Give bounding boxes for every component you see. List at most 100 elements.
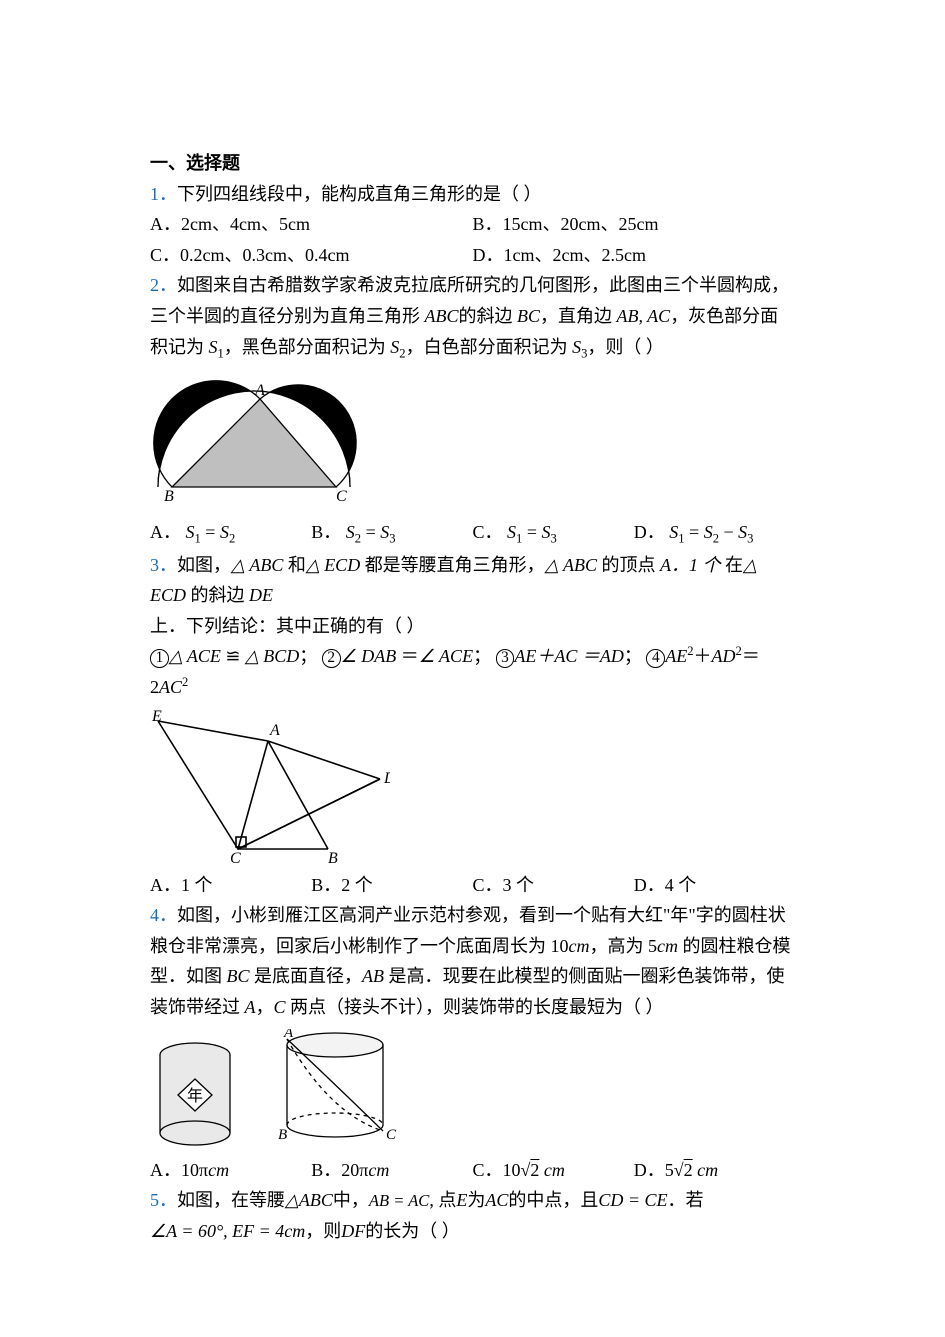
q2-text: ，则（ ） [587, 337, 664, 357]
sep: ； [624, 646, 642, 666]
opt-math: S [380, 522, 389, 542]
opt-label: B．20π [311, 1160, 368, 1180]
opt-math: = [689, 522, 704, 542]
q5-text: , 点 [429, 1190, 456, 1210]
q1-option-a: A．2cm、4cm、5cm [150, 209, 473, 240]
q4-figure: 年 A B C [150, 1029, 795, 1149]
q5-text: ，则 [305, 1221, 341, 1241]
question-5: 5．如图，在等腰△ABC中，AB = AC, 点E为AC的中点，且CD = CE… [150, 1185, 795, 1246]
q3-abc: ABC [249, 555, 283, 575]
sep: ； [299, 646, 317, 666]
q3-number: 3． [150, 555, 177, 575]
unit: cm [697, 1160, 718, 1180]
question-2: 2．如图来自古希腊数学家希波克拉底所研究的几何图形，此图由三个半圆构成，三个半圆… [150, 270, 795, 549]
lbl-b: B [278, 1127, 287, 1143]
opt-label: B． [473, 214, 503, 234]
q2-s1: S [209, 337, 218, 357]
opt-value: 15cm、20cm、25cm [503, 214, 659, 234]
opt-label: C． [473, 522, 503, 542]
q5-text: 如图，在等腰 [177, 1190, 285, 1210]
fig-label-b: B [164, 488, 174, 505]
stmt: ∠ DAB [341, 646, 397, 666]
section-title: 一、选择题 [150, 148, 795, 179]
q3-option-c: C．3 个 [473, 870, 634, 901]
unit: cm [569, 936, 590, 956]
opt-math: S [669, 522, 678, 542]
lbl-a: A [283, 1029, 294, 1041]
opt-math: = [205, 522, 220, 542]
stmt: ≌ [221, 646, 245, 666]
opt-label: A． [150, 214, 181, 234]
q3-abc: ABC [563, 555, 597, 575]
q5-e: E [456, 1190, 467, 1210]
q3-text: 都是等腰直角三角形， [360, 555, 545, 575]
q4-ab: AB [362, 966, 384, 986]
unit: cm [368, 1160, 389, 1180]
opt-math: 3 [550, 531, 556, 545]
q3-statements: 1△ ACE ≌ △ BCD； 2∠ DAB ＝∠ ACE； 3AE＋AC ＝A… [150, 641, 795, 702]
q3-text: 的顶点 [597, 555, 660, 575]
question-3: 3．如图，△ ABC 和△ ECD 都是等腰直角三角形，△ ABC 的顶点 A．… [150, 550, 795, 901]
circled-1: 1 [150, 649, 169, 668]
q2-s3: S [572, 337, 581, 357]
opt-label: C． [150, 245, 180, 265]
q2-number: 2． [150, 275, 177, 295]
q2-option-d: D． S1 = S2 − S3 [634, 517, 795, 550]
q1-option-b: B．15cm、20cm、25cm [473, 209, 796, 240]
opt-label: D． [634, 522, 665, 542]
q2-bc: BC [517, 306, 540, 326]
q2-text: ，直角边 [540, 306, 612, 326]
unit: cm [208, 1160, 229, 1180]
opt-math: 2 [713, 531, 719, 545]
opt-math: S [738, 522, 747, 542]
q5-text: 的长为（ ） [365, 1221, 460, 1241]
q5-df: DF [341, 1221, 365, 1241]
q2-abac: AB, AC [617, 306, 671, 326]
q3-tri: △ [545, 555, 563, 575]
q2-option-a: A． S1 = S2 [150, 517, 311, 550]
q3-de: DE [249, 585, 273, 605]
q3-text: 在 [721, 555, 744, 575]
q5-cdce: CD = CE [598, 1190, 667, 1210]
q1-option-c: C．0.2cm、0.3cm、0.4cm [150, 240, 473, 271]
q4-number: 4． [150, 905, 177, 925]
q3-option-a: A．1 个 [150, 870, 311, 901]
q3-option-d: D．4 个 [634, 870, 795, 901]
opt-math: 2 [229, 531, 235, 545]
opt-math: − [724, 522, 739, 542]
q2-text: ，黑色部分面积记为 [224, 337, 386, 357]
q4-option-a: A．10πcm [150, 1155, 311, 1186]
opt-label: A．10π [150, 1160, 208, 1180]
opt-label: D．5 [634, 1160, 674, 1180]
lbl-b: B [328, 850, 338, 864]
q3-ecd: ECD [150, 585, 186, 605]
q2-text: ，白色部分面积记为 [406, 337, 568, 357]
opt-math: S [220, 522, 229, 542]
q5-tri: △ABC [285, 1190, 333, 1210]
lbl-e: E [151, 709, 162, 725]
q3-text: 上．下列结论：其中正确的有（ ） [150, 611, 795, 642]
q1-option-d: D．1cm、2cm、2.5cm [473, 240, 796, 271]
q3-option-b: B．2 个 [311, 870, 472, 901]
question-4: 4．如图，小彬到雁江区高洞产业示范村参观，看到一个贴有大红"年"字的圆柱状粮仓非… [150, 900, 795, 1185]
unit: cm [544, 1160, 565, 1180]
opt-math: 1 [516, 531, 522, 545]
q2-s2: S [390, 337, 399, 357]
opt-math: S [346, 522, 355, 542]
unit: cm [657, 936, 678, 956]
lbl-c: C [386, 1127, 397, 1143]
opt-math: = [366, 522, 381, 542]
opt-math: 1 [678, 531, 684, 545]
q3-text: 如图， [177, 555, 231, 575]
stmt: △ BCD [245, 646, 299, 666]
opt-label: D． [473, 245, 504, 265]
q5-text: 的中点，且 [508, 1190, 598, 1210]
q1-number: 1． [150, 184, 177, 204]
opt-math: = [527, 522, 542, 542]
opt-value: 1cm、2cm、2.5cm [504, 245, 646, 265]
stmt: △ ACE [169, 646, 221, 666]
stmt: ＋ [694, 646, 712, 666]
q5-text: ．若 [668, 1190, 704, 1210]
lbl-c: C [230, 850, 241, 864]
circled-2: 2 [322, 649, 341, 668]
